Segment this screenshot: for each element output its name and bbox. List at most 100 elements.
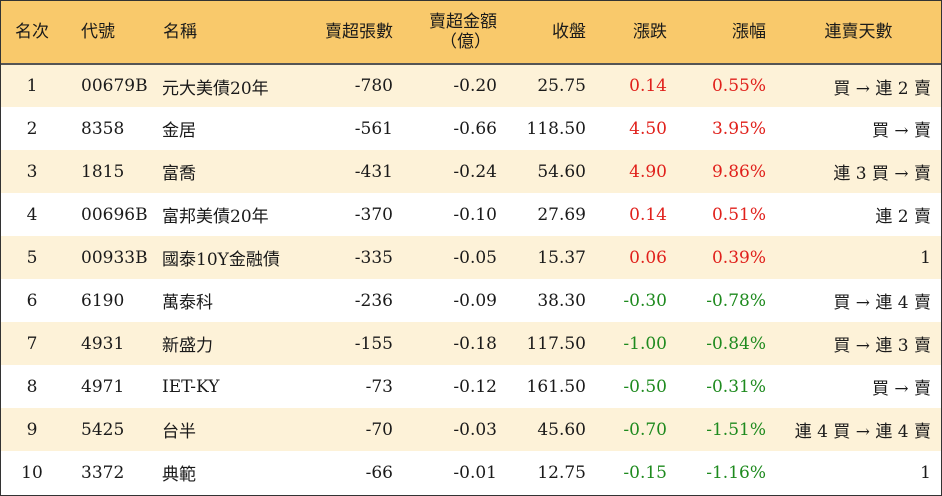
net-sell-amount-cell: -0.20 xyxy=(453,76,497,96)
streak-cell: 買 → 連 4 賣 xyxy=(833,293,931,313)
rank-cell: 10 xyxy=(21,462,43,483)
net-sell-amount-cell: -0.10 xyxy=(453,204,497,225)
close-cell: 38.30 xyxy=(537,290,586,311)
net-sell-amount-cell: -0.18 xyxy=(453,333,497,354)
name-cell[interactable]: IET-KY xyxy=(162,376,220,397)
change-pct-cell: -0.84% xyxy=(706,333,766,354)
net-sell-lots-cell: -335 xyxy=(354,247,393,268)
net-sell-amount-cell: -0.24 xyxy=(453,161,497,182)
code-cell[interactable]: 4971 xyxy=(81,376,125,397)
close-cell: 45.60 xyxy=(537,419,586,440)
code-cell[interactable]: 1815 xyxy=(81,161,125,182)
code-cell[interactable]: 00679B xyxy=(81,76,148,96)
header-change-pct[interactable]: 漲幅 xyxy=(677,1,776,65)
net-sell-amount-cell: -0.66 xyxy=(453,118,497,139)
header-net-sell-amount[interactable]: 賣超金額 （億） xyxy=(407,1,507,65)
table-row[interactable]: 9 5425 台半 -70 -0.03 45.60 -0.70 -1.51% 連 4 買 → 連… xyxy=(1,408,941,451)
table-row[interactable]: 4 00696B 富邦美債20年 -370 -0.10 27.69 0.14 0.51% 連 2… xyxy=(1,193,941,236)
code-cell[interactable]: 6190 xyxy=(81,290,125,311)
net-sell-lots-cell: -66 xyxy=(365,462,393,483)
streak-cell: 買 → 賣 xyxy=(871,121,931,141)
rank-cell: 8 xyxy=(26,376,38,397)
code-cell[interactable]: 4931 xyxy=(81,333,125,354)
table-row[interactable]: 7 4931 新盛力 -155 -0.18 117.50 -1.00 -0.84% 買 → 連 … xyxy=(1,322,941,365)
header-change[interactable]: 漲跌 xyxy=(596,1,677,65)
header-code[interactable]: 代號 xyxy=(63,1,145,65)
header-name[interactable]: 名稱 xyxy=(145,1,299,65)
change-pct-cell: -0.31% xyxy=(706,376,766,397)
rank-cell: 4 xyxy=(26,204,38,225)
header-net-sell-amount-line1: 賣超金額 xyxy=(429,12,497,32)
table-row[interactable]: 2 8358 金居 -561 -0.66 118.50 4.50 3.95% 買 → 賣 xyxy=(1,107,941,150)
rank-cell: 5 xyxy=(26,247,38,268)
net-sell-lots-cell: -73 xyxy=(365,376,393,397)
header-streak[interactable]: 連賣天數 xyxy=(776,1,941,65)
close-cell: 161.50 xyxy=(526,376,586,397)
change-cell: 0.06 xyxy=(629,247,667,268)
change-pct-cell: 9.86% xyxy=(711,161,766,182)
table-body: 1 00679B 元大美債20年 -780 -0.20 25.75 0.14 0.55% 買 →… xyxy=(1,64,941,494)
table-row[interactable]: 10 3372 典範 -66 -0.01 12.75 -0.15 -1.16% 1 xyxy=(1,451,941,494)
name-cell[interactable]: 金居 xyxy=(162,121,196,141)
net-sell-amount-cell: -0.03 xyxy=(453,419,497,440)
change-cell: 4.90 xyxy=(629,161,667,182)
change-cell: 0.14 xyxy=(629,204,667,225)
rank-cell: 2 xyxy=(26,118,38,139)
change-cell: 4.50 xyxy=(629,118,667,139)
name-cell[interactable]: 新盛力 xyxy=(162,336,213,356)
net-sell-lots-cell: -155 xyxy=(354,333,393,354)
change-cell: -0.70 xyxy=(623,419,667,440)
streak-cell: 買 → 連 3 賣 xyxy=(833,336,931,356)
name-cell[interactable]: 元大美債20年 xyxy=(162,78,269,99)
code-cell[interactable]: 00933B xyxy=(81,247,148,268)
change-cell: -0.15 xyxy=(623,462,667,483)
name-cell[interactable]: 台半 xyxy=(162,422,196,442)
change-pct-cell: 0.51% xyxy=(711,204,766,225)
code-cell[interactable]: 5425 xyxy=(81,419,125,440)
name-cell[interactable]: 富喬 xyxy=(162,164,196,184)
header-close[interactable]: 收盤 xyxy=(507,1,596,65)
net-sell-lots-cell: -70 xyxy=(365,419,393,440)
net-sell-lots-cell: -431 xyxy=(354,161,393,182)
rank-cell: 9 xyxy=(26,419,38,440)
change-cell: -0.50 xyxy=(623,376,667,397)
net-sell-amount-cell: -0.09 xyxy=(453,290,497,311)
rank-cell: 6 xyxy=(26,290,38,311)
close-cell: 117.50 xyxy=(526,333,586,354)
header-net-sell-lots[interactable]: 賣超張數 xyxy=(299,1,407,65)
table-header-row: 名次 代號 名稱 賣超張數 賣超金額 （億） 收盤 漲跌 漲幅 連賣天數 xyxy=(1,1,941,65)
table-row[interactable]: 3 1815 富喬 -431 -0.24 54.60 4.90 9.86% 連 3 買 → 賣 xyxy=(1,150,941,193)
table-row[interactable]: 8 4971 IET-KY -73 -0.12 161.50 -0.50 -0.31% 買 → … xyxy=(1,365,941,408)
name-cell[interactable]: 國泰10Y金融債 xyxy=(162,250,280,270)
streak-cell: 1 xyxy=(920,247,931,268)
name-cell[interactable]: 典範 xyxy=(162,465,196,485)
change-cell: -0.30 xyxy=(623,290,667,311)
change-pct-cell: -0.78% xyxy=(706,290,766,311)
header-net-sell-amount-line2: （億） xyxy=(440,32,491,52)
change-pct-cell: 3.95% xyxy=(711,118,766,139)
code-cell[interactable]: 3372 xyxy=(81,462,125,483)
close-cell: 25.75 xyxy=(537,76,586,96)
streak-cell: 買 → 賣 xyxy=(871,379,931,399)
table-row[interactable]: 6 6190 萬泰科 -236 -0.09 38.30 -0.30 -0.78% 買 → 連 4… xyxy=(1,279,941,322)
streak-cell: 連 3 買 → 賣 xyxy=(833,164,931,184)
close-cell: 15.37 xyxy=(537,247,586,268)
streak-cell: 1 xyxy=(920,462,931,483)
header-rank[interactable]: 名次 xyxy=(1,1,63,65)
change-pct-cell: 0.55% xyxy=(711,76,766,96)
net-sell-lots-cell: -236 xyxy=(354,290,393,311)
code-cell[interactable]: 00696B xyxy=(81,204,148,225)
name-cell[interactable]: 富邦美債20年 xyxy=(162,207,269,227)
code-cell[interactable]: 8358 xyxy=(81,118,125,139)
net-sell-amount-cell: -0.12 xyxy=(453,376,497,397)
table-row[interactable]: 1 00679B 元大美債20年 -780 -0.20 25.75 0.14 0.55% 買 →… xyxy=(1,64,941,107)
streak-cell: 買 → 連 2 賣 xyxy=(833,78,931,99)
name-cell[interactable]: 萬泰科 xyxy=(162,293,213,313)
net-sell-lots-cell: -780 xyxy=(354,76,393,96)
net-sell-lots-cell: -370 xyxy=(354,204,393,225)
rank-cell: 7 xyxy=(26,333,38,354)
table-row[interactable]: 5 00933B 國泰10Y金融債 -335 -0.05 15.37 0.06 0.39% 1 xyxy=(1,236,941,279)
net-sell-lots-cell: -561 xyxy=(354,118,393,139)
